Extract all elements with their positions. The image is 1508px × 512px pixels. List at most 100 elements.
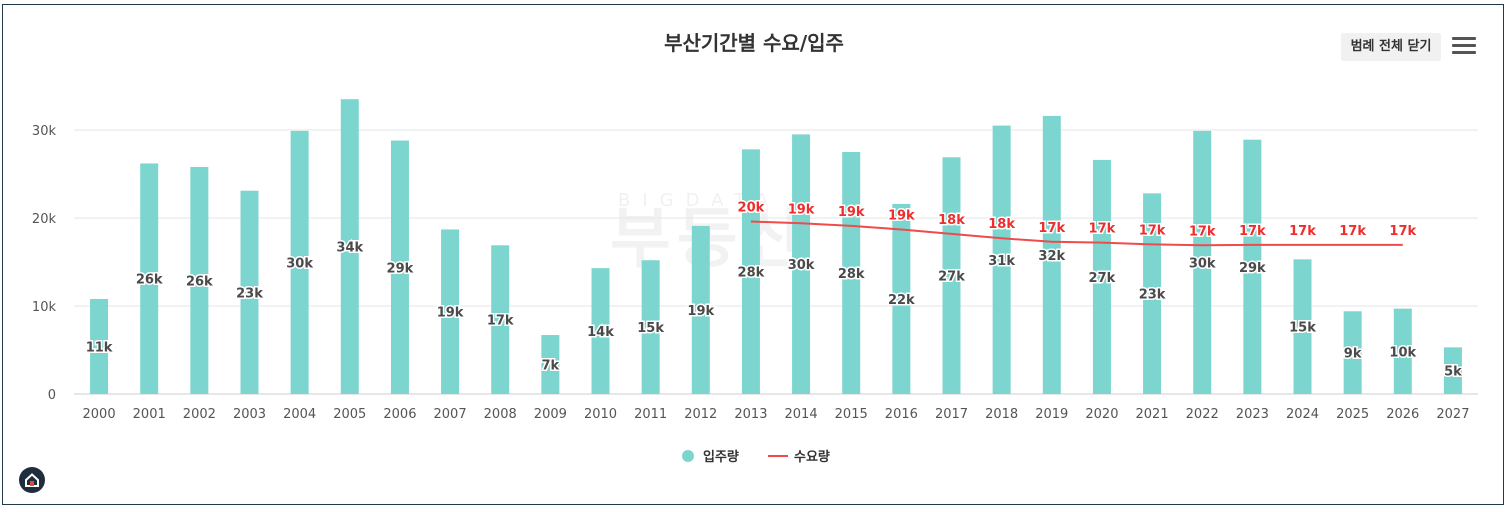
bar-data-label: 30k bbox=[1189, 256, 1216, 271]
x-tick-label: 2026 bbox=[1386, 407, 1419, 422]
bar-data-label: 26k bbox=[186, 274, 213, 289]
y-tick-label: 0 bbox=[48, 388, 56, 403]
bar-data-label: 10k bbox=[1389, 345, 1416, 360]
x-tick-label: 2013 bbox=[734, 407, 767, 422]
line-data-label: 19k bbox=[788, 202, 815, 217]
menu-line bbox=[1452, 44, 1476, 47]
x-tick-label: 2012 bbox=[684, 407, 717, 422]
bar bbox=[792, 134, 811, 394]
line-data-label: 17k bbox=[1139, 223, 1166, 238]
x-tick-label: 2008 bbox=[484, 407, 517, 422]
bar-data-label: 7k bbox=[542, 359, 560, 374]
bar bbox=[441, 229, 460, 394]
bar bbox=[140, 163, 159, 394]
bar-data-label: 28k bbox=[738, 266, 765, 281]
legend-bar-label[interactable]: 입주량 bbox=[703, 450, 739, 465]
x-tick-label: 2019 bbox=[1035, 407, 1068, 422]
legend-bar-marker[interactable] bbox=[682, 450, 694, 462]
x-tick-label: 2005 bbox=[333, 407, 366, 422]
bar bbox=[1393, 308, 1412, 394]
bar bbox=[290, 130, 309, 394]
bar bbox=[942, 157, 961, 394]
menu-line bbox=[1452, 37, 1476, 40]
bar-data-label: 26k bbox=[136, 273, 163, 288]
line-data-label: 17k bbox=[1089, 222, 1116, 237]
legend-toggle-button[interactable]: 범례 전체 닫기 bbox=[1341, 33, 1441, 61]
line-data-label: 17k bbox=[1038, 221, 1065, 236]
x-tick-label: 2024 bbox=[1286, 407, 1319, 422]
bar-data-label: 9k bbox=[1344, 347, 1362, 362]
line-data-label: 19k bbox=[838, 205, 865, 220]
bar-data-label: 23k bbox=[236, 286, 263, 301]
y-tick-label: 10k bbox=[32, 300, 57, 315]
bar bbox=[992, 125, 1011, 394]
bar-data-label: 14k bbox=[587, 325, 614, 340]
line-data-label: 17k bbox=[1389, 224, 1416, 239]
bar-data-label: 22k bbox=[888, 293, 915, 308]
bar-data-label: 28k bbox=[838, 267, 865, 282]
bar-data-label: 27k bbox=[1089, 271, 1116, 286]
legend-line-label[interactable]: 수요량 bbox=[794, 450, 830, 465]
bar bbox=[1343, 311, 1362, 394]
bar bbox=[741, 149, 760, 394]
hamburger-menu-icon[interactable] bbox=[1452, 37, 1476, 57]
bar-data-label: 19k bbox=[687, 304, 714, 319]
bar-data-label: 23k bbox=[1139, 288, 1166, 303]
bar-data-label: 29k bbox=[1239, 261, 1266, 276]
x-tick-label: 2001 bbox=[133, 407, 166, 422]
x-tick-label: 2021 bbox=[1136, 407, 1169, 422]
bar-data-label: 19k bbox=[437, 306, 464, 321]
x-tick-label: 2010 bbox=[584, 407, 617, 422]
bar-data-label: 5k bbox=[1444, 365, 1462, 380]
bar bbox=[541, 335, 560, 394]
chart-title: 부산기간별 수요/입주 bbox=[664, 31, 844, 55]
bar bbox=[1243, 139, 1262, 394]
home-icon[interactable] bbox=[19, 467, 45, 493]
x-tick-label: 2004 bbox=[283, 407, 316, 422]
bar-data-label: 27k bbox=[938, 270, 965, 285]
bar bbox=[1443, 347, 1462, 394]
x-tick-label: 2003 bbox=[233, 407, 266, 422]
bar-data-label: 11k bbox=[86, 340, 113, 355]
bar bbox=[842, 152, 861, 394]
bar bbox=[641, 260, 660, 394]
x-tick-label: 2020 bbox=[1085, 407, 1118, 422]
bar bbox=[1193, 130, 1212, 394]
bar bbox=[491, 245, 510, 394]
bar-data-label: 15k bbox=[1289, 321, 1316, 336]
bar bbox=[1293, 259, 1312, 394]
bar-data-label: 29k bbox=[387, 261, 414, 276]
bar bbox=[340, 99, 359, 394]
line-data-label: 18k bbox=[938, 213, 965, 228]
bar-data-label: 15k bbox=[637, 321, 664, 336]
line-data-label: 17k bbox=[1289, 224, 1316, 239]
bar bbox=[190, 166, 209, 394]
bar-data-label: 31k bbox=[988, 254, 1015, 269]
line-data-label: 19k bbox=[888, 208, 915, 223]
x-tick-label: 2027 bbox=[1436, 407, 1469, 422]
bar-data-label: 30k bbox=[788, 258, 815, 273]
line-data-label: 17k bbox=[1189, 224, 1216, 239]
x-tick-label: 2006 bbox=[383, 407, 416, 422]
bar bbox=[240, 190, 259, 394]
demand-line bbox=[750, 220, 1403, 247]
bar-data-label: 34k bbox=[336, 241, 363, 256]
x-tick-label: 2014 bbox=[785, 407, 818, 422]
bar bbox=[1092, 159, 1111, 394]
x-tick-label: 2002 bbox=[183, 407, 216, 422]
bar bbox=[591, 268, 610, 394]
line-data-label: 17k bbox=[1239, 224, 1266, 239]
x-tick-label: 2018 bbox=[985, 407, 1018, 422]
menu-line bbox=[1452, 51, 1476, 54]
bar bbox=[390, 140, 409, 394]
line-data-label: 20k bbox=[738, 201, 765, 216]
line-data-label: 17k bbox=[1339, 224, 1366, 239]
x-tick-label: 2011 bbox=[634, 407, 667, 422]
y-tick-label: 30k bbox=[32, 124, 57, 139]
bar-data-label: 17k bbox=[487, 314, 514, 329]
x-tick-label: 2017 bbox=[935, 407, 968, 422]
x-tick-label: 2000 bbox=[83, 407, 116, 422]
x-tick-label: 2022 bbox=[1186, 407, 1219, 422]
x-tick-label: 2009 bbox=[534, 407, 567, 422]
